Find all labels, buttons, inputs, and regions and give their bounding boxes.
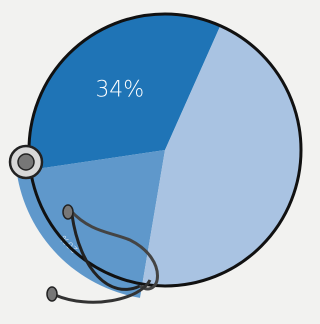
chestpiece-center xyxy=(18,154,34,170)
earpiece xyxy=(47,287,57,301)
value-label: 34% xyxy=(95,77,144,102)
earpiece xyxy=(63,205,73,219)
chart: 34%20% xyxy=(0,0,305,324)
